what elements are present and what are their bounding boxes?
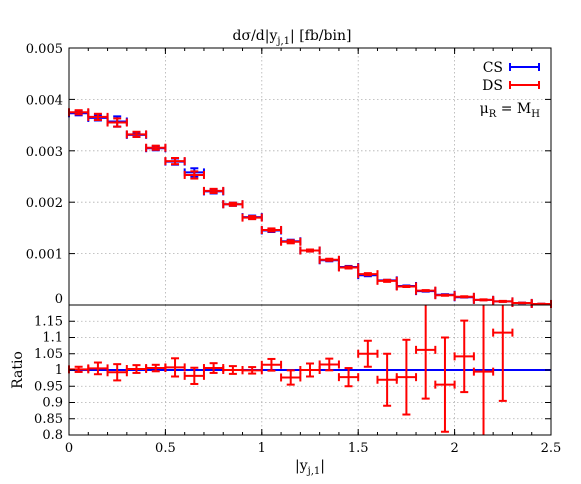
top-series-point — [241, 213, 263, 222]
top-series-point — [87, 112, 109, 121]
top-series-point — [183, 170, 205, 180]
ratio-y-tick-label: 0.9 — [42, 396, 63, 411]
ratio-series-point — [260, 357, 283, 372]
ratio-series-layer — [68, 305, 551, 435]
ratio-series-point — [68, 365, 90, 374]
ratio-series-point — [202, 362, 225, 374]
ratio-series-point — [357, 339, 379, 368]
top-series-point — [202, 186, 225, 195]
top-series-point — [337, 263, 360, 272]
top-series-point — [511, 298, 533, 307]
top-y-tick-label: 0.001 — [26, 248, 63, 263]
ratio-series-point — [125, 364, 148, 374]
ratio-series-point — [434, 336, 456, 433]
ratio-y-tick-label: 1 — [55, 363, 63, 378]
ratio-series-point — [472, 305, 495, 435]
x-tick-label: 0 — [65, 441, 73, 456]
legend-swatch-ds — [509, 81, 540, 89]
ratio-series-point — [453, 319, 475, 394]
ratio-series-point — [299, 362, 321, 378]
ratio-y-tick-label: 0.8 — [42, 428, 63, 443]
x-tick-label: 1.5 — [348, 441, 369, 456]
ratio-series-point — [318, 357, 340, 372]
top-series-point — [434, 291, 456, 300]
x-axis: 0 0.5 1 1.5 2 2.5 — [65, 48, 561, 456]
ratio-series-point — [395, 338, 418, 416]
ratio-series-point — [415, 305, 437, 400]
top-series-ds — [68, 108, 552, 308]
top-y-tick-label: 0.004 — [26, 93, 63, 108]
top-series-point — [222, 200, 244, 209]
ratio-series-point — [241, 366, 263, 375]
top-series-point — [280, 237, 302, 246]
top-series-point — [395, 282, 418, 291]
top-series-point — [164, 156, 186, 166]
ratio-series-point — [164, 357, 186, 378]
top-y-tick-label: 0 — [55, 292, 63, 307]
ratio-y-tick-label: 1.15 — [34, 314, 63, 329]
ratio-series-point — [87, 361, 109, 376]
ratio-series-point — [337, 367, 360, 388]
top-series-point — [68, 108, 90, 117]
ratio-y-axis-title: Ratio — [10, 351, 26, 389]
top-y-axis: 0 0.001 0.002 0.003 0.004 0.005 — [26, 42, 551, 307]
ratio-series-point — [106, 363, 128, 382]
ratio-series-ds — [68, 305, 514, 435]
top-series-layer — [68, 108, 552, 308]
ratio-y-tick-label: 1.05 — [34, 347, 63, 362]
x-tick-label: 1 — [258, 441, 266, 456]
top-series-cs — [68, 109, 552, 308]
top-series-point — [415, 286, 437, 295]
top-series-point — [357, 270, 379, 279]
ratio-y-tick-label: 0.85 — [34, 412, 63, 427]
x-tick-label: 2 — [450, 441, 458, 456]
top-plot-frame — [68, 47, 552, 306]
legend: CS DS μR = MH — [480, 60, 541, 120]
ratio-y-tick-label: 0.95 — [34, 379, 63, 394]
top-series-point — [260, 225, 283, 234]
chart-title: dσ/d|yj,1| [fb/bin] — [233, 28, 352, 47]
x-axis-title: |yj,1| — [295, 458, 325, 477]
top-gridlines — [69, 48, 551, 305]
top-series-point — [453, 292, 475, 301]
top-y-tick-label: 0.002 — [26, 196, 63, 211]
ratio-series-point — [376, 352, 398, 407]
legend-label-cs: CS — [483, 60, 503, 76]
scale-annotation: μR = MH — [480, 101, 541, 120]
top-series-point — [106, 117, 128, 128]
top-series-point — [318, 255, 340, 264]
top-series-point — [299, 246, 321, 255]
ratio-series-point — [280, 369, 302, 386]
top-series-point — [472, 295, 495, 304]
ratio-series-point — [222, 365, 244, 375]
legend-label-ds: DS — [482, 78, 503, 94]
top-series-point — [145, 143, 167, 152]
top-series-point — [530, 299, 552, 308]
top-y-tick-label: 0.003 — [26, 145, 63, 160]
top-series-point — [125, 130, 148, 139]
top-series-point — [492, 297, 514, 306]
top-series-point — [376, 276, 398, 285]
ratio-y-tick-label: 1.1 — [42, 331, 63, 346]
x-tick-label: 2.5 — [541, 441, 562, 456]
top-y-tick-label: 0.005 — [26, 42, 63, 57]
x-tick-label: 0.5 — [155, 441, 176, 456]
ratio-series-point — [492, 305, 514, 402]
legend-swatch-cs — [509, 63, 540, 71]
ratio-series-point — [183, 366, 205, 385]
